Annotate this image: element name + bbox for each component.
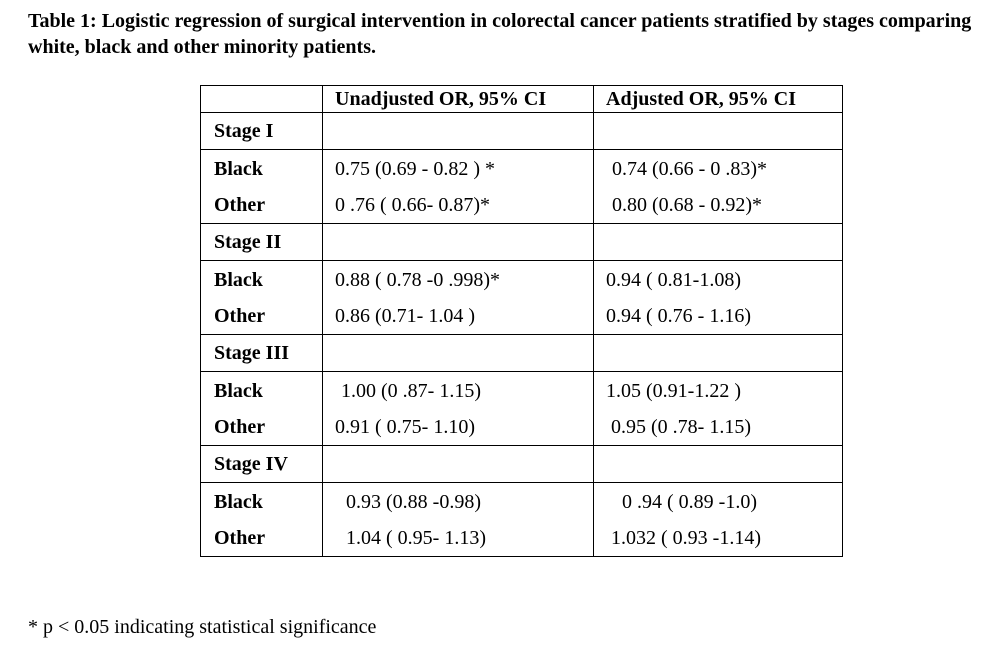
- stage-empty-cell: [322, 334, 594, 372]
- stage-label: Stage III: [200, 334, 323, 372]
- group-label-cell: Black Other: [200, 482, 323, 557]
- stage-row: Stage I: [200, 112, 843, 150]
- unadjusted-cell: 0.93 (0.88 -0.98) 1.04 ( 0.95- 1.13): [322, 482, 594, 557]
- group-label: Black: [214, 380, 263, 402]
- stage-empty-cell: [593, 445, 843, 483]
- adjusted-cell: 1.05 (0.91-1.22 ) 0.95 (0 .78- 1.15): [593, 371, 843, 446]
- stage-data-row: Black Other 0.75 (0.69 - 0.82 ) * 0 .76 …: [200, 149, 843, 224]
- header-cell-adjusted: Adjusted OR, 95% CI: [593, 85, 843, 113]
- unadjusted-value: 0 .76 ( 0.66- 0.87)*: [335, 194, 490, 216]
- stage-label: Stage I: [200, 112, 323, 150]
- stage-empty-cell: [593, 223, 843, 261]
- group-label: Black: [214, 269, 263, 291]
- stage-row: Stage II: [200, 223, 843, 261]
- group-label-cell: Black Other: [200, 371, 323, 446]
- unadjusted-value: 0.91 ( 0.75- 1.10): [335, 416, 475, 438]
- unadjusted-value: 0.88 ( 0.78 -0 .998)*: [335, 269, 500, 291]
- unadjusted-value: 0.86 (0.71- 1.04 ): [335, 305, 475, 327]
- stage-empty-cell: [593, 112, 843, 150]
- adjusted-cell: 0.74 (0.66 - 0 .83)* 0.80 (0.68 - 0.92)*: [593, 149, 843, 224]
- group-label: Other: [214, 416, 266, 438]
- table-caption: Table 1: Logistic regression of surgical…: [28, 10, 972, 58]
- stage-data-row: Black Other 0.93 (0.88 -0.98) 1.04 ( 0.9…: [200, 482, 843, 557]
- adjusted-value: 0.94 ( 0.81-1.08): [606, 269, 741, 291]
- group-label: Other: [214, 305, 266, 327]
- header-cell-empty: [200, 85, 323, 113]
- group-label-cell: Black Other: [200, 260, 323, 335]
- adjusted-value: 1.032 ( 0.93 -1.14): [611, 527, 761, 549]
- adjusted-cell: 0 .94 ( 0.89 -1.0) 1.032 ( 0.93 -1.14): [593, 482, 843, 557]
- unadjusted-cell: 1.00 (0 .87- 1.15) 0.91 ( 0.75- 1.10): [322, 371, 594, 446]
- table-header-row: Unadjusted OR, 95% CI Adjusted OR, 95% C…: [200, 85, 843, 113]
- unadjusted-cell: 0.88 ( 0.78 -0 .998)* 0.86 (0.71- 1.04 ): [322, 260, 594, 335]
- adjusted-value: 0.94 ( 0.76 - 1.16): [606, 305, 751, 327]
- adjusted-value: 1.05 (0.91-1.22 ): [606, 380, 741, 402]
- group-label: Other: [214, 194, 266, 216]
- stage-data-row: Black Other 1.00 (0 .87- 1.15) 0.91 ( 0.…: [200, 371, 843, 446]
- stage-empty-cell: [322, 445, 594, 483]
- group-label-cell: Black Other: [200, 149, 323, 224]
- stage-row: Stage IV: [200, 445, 843, 483]
- stage-data-row: Black Other 0.88 ( 0.78 -0 .998)* 0.86 (…: [200, 260, 843, 335]
- unadjusted-value: 1.00 (0 .87- 1.15): [341, 380, 481, 402]
- regression-table: Unadjusted OR, 95% CI Adjusted OR, 95% C…: [200, 85, 843, 557]
- stage-row: Stage III: [200, 334, 843, 372]
- header-cell-unadjusted: Unadjusted OR, 95% CI: [322, 85, 594, 113]
- stage-label: Stage II: [200, 223, 323, 261]
- stage-empty-cell: [322, 223, 594, 261]
- stage-empty-cell: [593, 334, 843, 372]
- stage-empty-cell: [322, 112, 594, 150]
- significance-footnote: * p < 0.05 indicating statistical signif…: [28, 616, 377, 638]
- adjusted-value: 0.80 (0.68 - 0.92)*: [612, 194, 762, 216]
- group-label: Other: [214, 527, 266, 549]
- adjusted-value: 0.95 (0 .78- 1.15): [611, 416, 751, 438]
- unadjusted-value: 1.04 ( 0.95- 1.13): [346, 527, 486, 549]
- adjusted-value: 0 .94 ( 0.89 -1.0): [622, 491, 757, 513]
- unadjusted-value: 0.75 (0.69 - 0.82 ) *: [335, 158, 495, 180]
- adjusted-value: 0.74 (0.66 - 0 .83)*: [612, 158, 767, 180]
- group-label: Black: [214, 491, 263, 513]
- group-label: Black: [214, 158, 263, 180]
- unadjusted-cell: 0.75 (0.69 - 0.82 ) * 0 .76 ( 0.66- 0.87…: [322, 149, 594, 224]
- adjusted-cell: 0.94 ( 0.81-1.08) 0.94 ( 0.76 - 1.16): [593, 260, 843, 335]
- stage-label: Stage IV: [200, 445, 323, 483]
- unadjusted-value: 0.93 (0.88 -0.98): [346, 491, 481, 513]
